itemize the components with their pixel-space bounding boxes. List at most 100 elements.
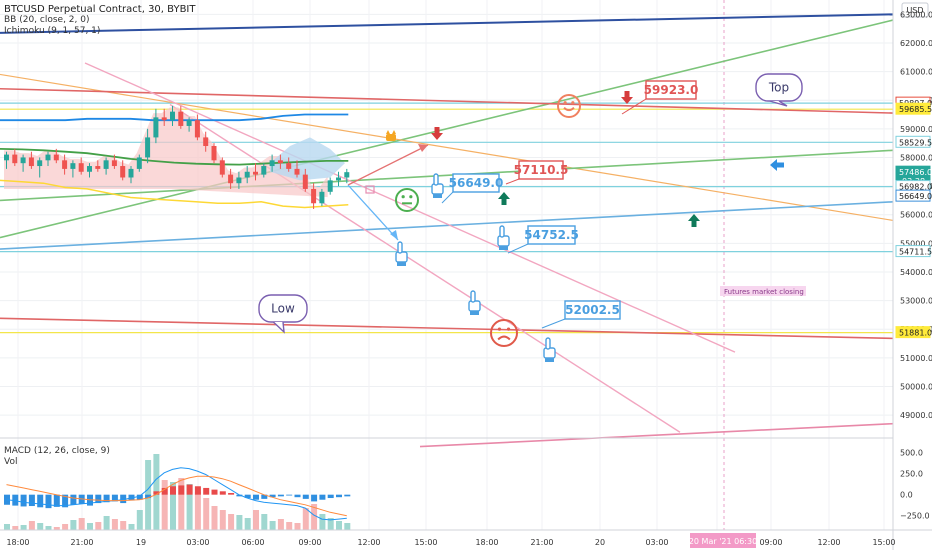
candle-body	[28, 157, 34, 167]
macd-hist-33	[277, 494, 284, 497]
candle-body	[194, 120, 200, 138]
face-eye	[409, 195, 413, 199]
macd-hist-19	[161, 487, 168, 495]
price-label-text: 51881.0	[899, 329, 932, 338]
macd-hist-7	[62, 494, 69, 508]
macd-hist-36	[302, 494, 309, 499]
macd-hist-5	[45, 494, 52, 509]
time-tick-0: 18:00	[6, 538, 29, 547]
candle-body	[53, 154, 59, 161]
candle-27	[228, 168, 234, 189]
callout-box	[452, 173, 500, 193]
price-label-box	[895, 102, 931, 115]
macd-tick-3: −250.0	[900, 512, 930, 521]
down-arrow-1	[621, 91, 633, 104]
hand-pointer-icon-3	[497, 225, 510, 250]
volume-bar-35	[294, 523, 301, 530]
callout-text: 59923.0	[644, 83, 699, 97]
macd-hist-31	[261, 494, 268, 499]
macd-hist-38	[319, 494, 326, 500]
price-tick-2: 61000.0	[900, 68, 932, 77]
volume-bar-38	[319, 514, 326, 530]
candle-body	[319, 191, 325, 204]
trend-line-6	[0, 317, 894, 340]
macd-hist-6	[53, 494, 60, 507]
candle-13	[111, 154, 117, 169]
macd-hist-28	[236, 494, 243, 497]
volume-bar-2	[20, 525, 27, 530]
arrow-shaft	[434, 127, 440, 134]
candle-41	[344, 168, 350, 184]
ichimoku-legend: Ichimoku (9, 1, 57, 1)	[4, 26, 101, 36]
volume-bar-3	[28, 521, 35, 530]
macd-hist-23	[194, 486, 201, 495]
time-highlight-text: 20 Mar '21 06:30	[689, 537, 757, 546]
candle-body	[20, 157, 26, 164]
macd-hist-32	[269, 494, 276, 498]
face-eye	[506, 327, 511, 331]
price-label-2: 58529.5	[895, 135, 932, 148]
candle-7	[62, 154, 68, 175]
trend-line-8	[169, 103, 681, 433]
candle-body	[170, 111, 175, 121]
candle-body	[70, 163, 76, 169]
volume-bar-28	[236, 515, 243, 530]
candle-1	[12, 148, 18, 167]
price-tick-9: 54000.0	[900, 268, 932, 277]
candle-10	[87, 163, 92, 178]
volume-bar-32	[269, 521, 276, 530]
candle-32	[269, 154, 275, 172]
candle-38	[319, 188, 325, 207]
price-label-7: 51881.0	[895, 326, 932, 339]
callout-leader	[621, 98, 647, 115]
candle-5	[45, 151, 51, 167]
sad-face-icon	[490, 319, 518, 347]
candle-33	[277, 154, 283, 169]
hand-cuff	[499, 246, 508, 250]
volume-bar-16	[136, 510, 143, 530]
volume-bar-20	[170, 482, 176, 530]
arrow-head	[431, 133, 443, 140]
candle-40	[336, 171, 341, 187]
price-tick-7: 56000.0	[900, 211, 932, 220]
face-eye	[497, 327, 502, 331]
price-label-box	[895, 189, 931, 202]
candle-31	[261, 163, 267, 178]
price-label-text: 56649.0	[899, 192, 932, 201]
up-arrow-1	[498, 192, 510, 205]
hand-pointer-icon-2	[395, 241, 408, 266]
candle-body	[228, 174, 234, 184]
candle-body	[186, 120, 192, 126]
price-label-text: 57486.0	[899, 168, 932, 177]
hand-finger	[433, 173, 439, 186]
callout-leader	[541, 318, 566, 329]
candle-body	[203, 137, 209, 146]
hand-palm	[431, 183, 444, 195]
candle-body	[37, 160, 43, 167]
candle-body	[111, 160, 117, 167]
hand-pointer-icon-5	[543, 337, 556, 362]
candle-body	[277, 160, 283, 164]
volume-bar-23	[194, 492, 201, 530]
callout-52002: 52002.5	[541, 300, 621, 329]
hand-cuff	[545, 358, 554, 362]
face-eye	[401, 195, 405, 199]
macd-hist-25	[211, 489, 218, 495]
candle-4	[37, 157, 43, 178]
macd-hist-21	[178, 485, 185, 495]
callout-text: 56649.0	[449, 176, 504, 190]
callout-text: 52002.5	[565, 303, 620, 317]
arrow-shaft	[776, 162, 784, 168]
volume-bar-11	[95, 522, 102, 530]
price-tick-12: 51000.0	[900, 354, 932, 363]
candle-body	[253, 171, 258, 175]
projection-arrowhead-up	[418, 144, 428, 152]
volume-bar-19	[161, 480, 168, 530]
hand-palm	[468, 300, 481, 312]
arrow-shaft	[691, 220, 697, 227]
macd-line	[6, 467, 347, 521]
volume-bar-7	[62, 524, 69, 530]
volume-bar-14	[120, 521, 127, 530]
candle-25	[211, 143, 217, 164]
